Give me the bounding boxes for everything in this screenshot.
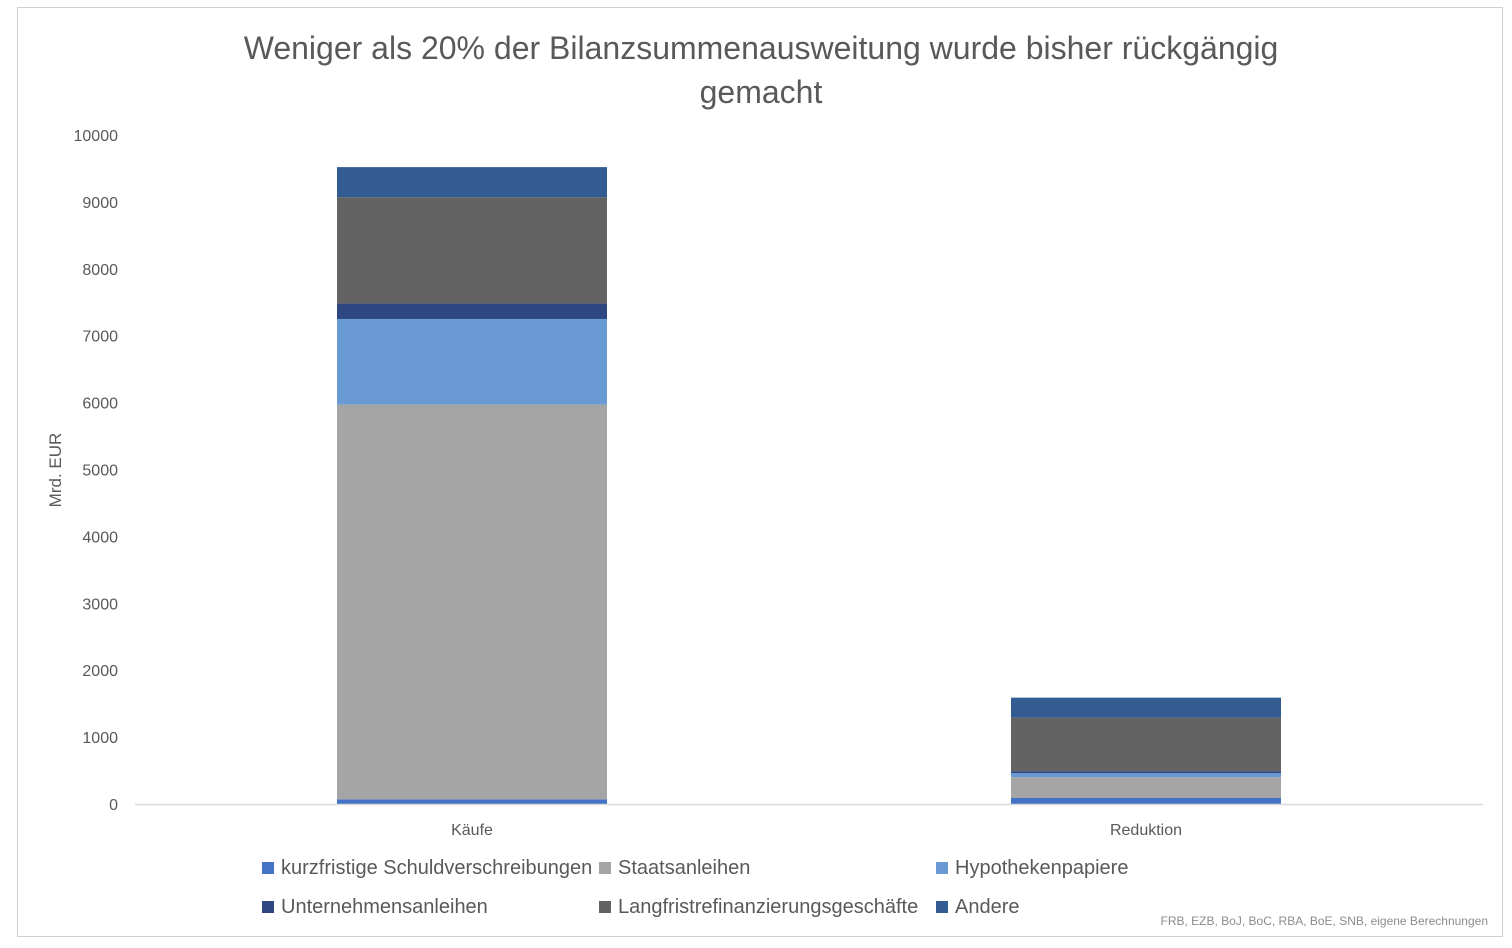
bar-segment	[1011, 697, 1281, 718]
legend: kurzfristige Schuldverschreibungen Staats…	[262, 855, 1162, 935]
legend-swatch	[936, 862, 948, 874]
y-tick-label: 10000	[74, 128, 119, 145]
legend-item: Hypothekenpapiere	[936, 855, 1128, 881]
y-tick-label: 8000	[82, 262, 118, 279]
legend-item: Unternehmensanleihen	[262, 894, 488, 920]
bar-segment	[1011, 777, 1281, 798]
legend-swatch	[599, 901, 611, 913]
legend-label: Hypothekenpapiere	[955, 856, 1129, 879]
bar-segment	[337, 799, 607, 804]
legend-label: Langfristrefinanzierungsgeschäfte	[618, 895, 919, 918]
y-tick-label: 3000	[82, 596, 118, 613]
y-tick-label: 2000	[82, 663, 118, 680]
bar-segment	[337, 303, 607, 319]
legend-label: Unternehmensanleihen	[281, 895, 488, 918]
y-tick-label: 4000	[82, 529, 118, 546]
chart-title: Weniger als 20% der Bilanzsummenausweitu…	[243, 30, 1279, 110]
y-tick-label: 7000	[82, 329, 118, 346]
y-tick-label: 1000	[82, 730, 118, 747]
legend-label: Staatsanleihen	[618, 856, 751, 879]
bar-segment	[337, 197, 607, 304]
legend-label: Andere	[955, 895, 1020, 918]
y-tick-label: 0	[109, 797, 118, 814]
legend-item: kurzfristige Schuldverschreibungen	[262, 855, 592, 881]
legend-item: Langfristrefinanzierungsgeschäfte	[599, 894, 918, 920]
y-tick-label: 9000	[82, 195, 118, 212]
legend-swatch	[262, 901, 274, 913]
source-note: FRB, EZB, BoJ, BoC, RBA, BoE, SNB, eigen…	[1160, 914, 1489, 928]
bar-segment	[1011, 773, 1281, 778]
bar-segment	[337, 404, 607, 800]
legend-label: kurzfristige Schuldverschreibungen	[281, 856, 593, 879]
legend-swatch	[936, 901, 948, 913]
y-tick-label: 6000	[82, 396, 118, 413]
legend-item: Staatsanleihen	[599, 855, 750, 881]
legend-item: Andere	[936, 894, 1020, 920]
bar-segment	[1011, 717, 1281, 772]
chart-frame	[17, 7, 1503, 937]
bar-segment	[1011, 797, 1281, 804]
x-tick-label: Reduktion	[1110, 822, 1182, 839]
bar-segment	[1011, 771, 1281, 774]
bar-segment	[337, 318, 607, 405]
y-tick-label: 5000	[82, 463, 118, 480]
x-tick-label: Käufe	[451, 822, 493, 839]
legend-swatch	[599, 862, 611, 874]
legend-swatch	[262, 862, 274, 874]
bar-segment	[337, 167, 607, 198]
